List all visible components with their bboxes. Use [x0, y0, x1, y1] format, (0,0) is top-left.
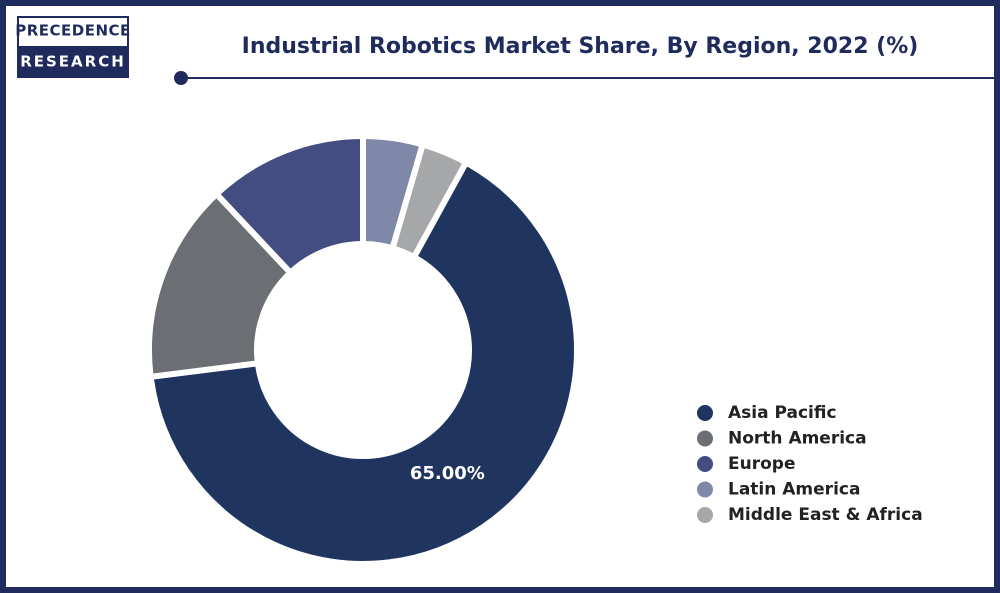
chart-title: Industrial Robotics Market Share, By Reg…: [242, 34, 919, 59]
legend-label: Europe: [728, 454, 795, 474]
legend-swatch: [697, 456, 713, 472]
legend-label: Latin America: [728, 480, 860, 500]
legend-label: Asia Pacific: [728, 403, 837, 423]
legend-swatch: [697, 430, 713, 447]
legend-swatch: [697, 507, 713, 523]
donut-slice: [147, 158, 580, 567]
legend-swatch: [697, 405, 713, 421]
legend-label: North America: [728, 429, 867, 449]
donut-slice: [146, 189, 295, 381]
logo-text: RESEARCH: [20, 53, 126, 71]
legend-label: Middle East & Africa: [728, 505, 923, 525]
donut-slice: [212, 132, 366, 277]
data-label: 65.00%: [410, 463, 485, 484]
logo-band: [19, 46, 127, 76]
logo-text: PRECEDENCE: [15, 22, 131, 40]
legend-swatch: [697, 481, 713, 498]
title-dot: [174, 71, 188, 85]
